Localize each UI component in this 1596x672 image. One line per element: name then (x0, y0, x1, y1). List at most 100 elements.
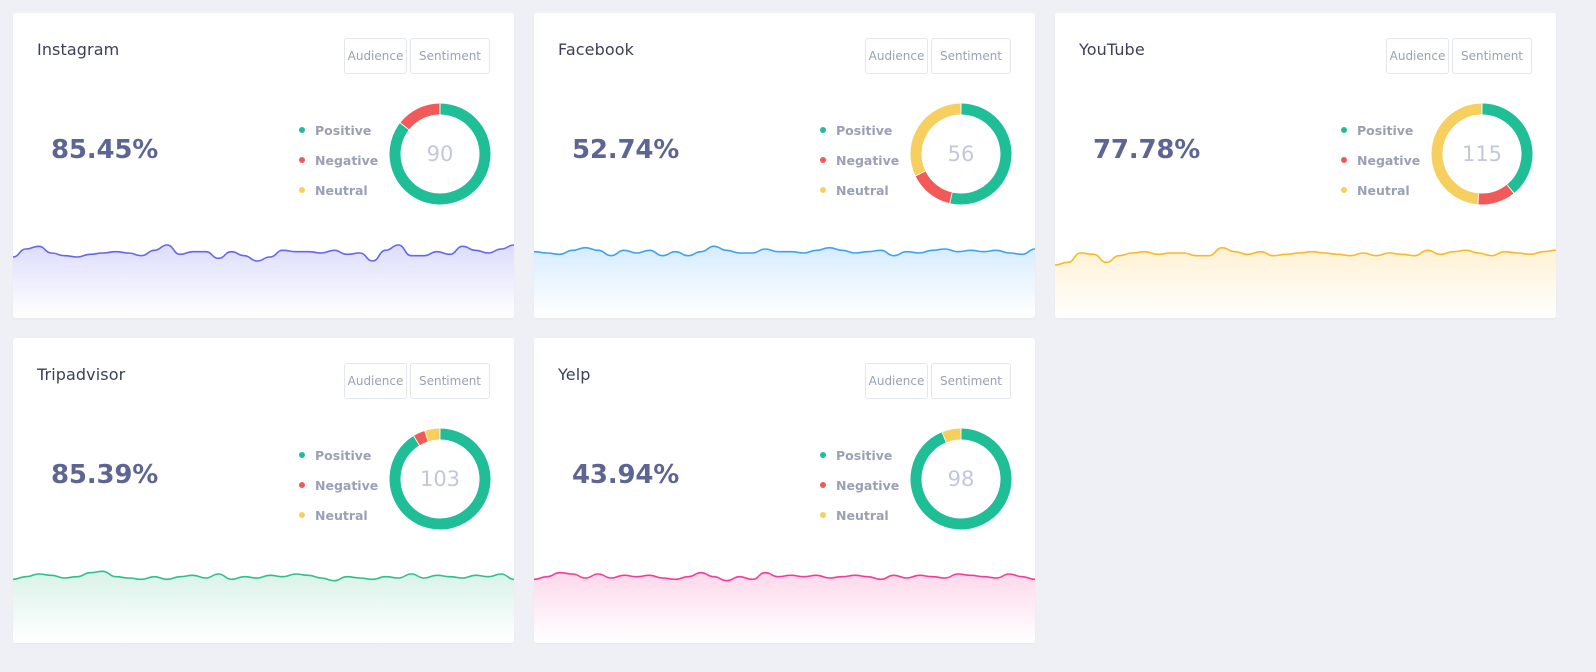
legend-label: Negative (1357, 152, 1421, 168)
donut-total: 103 (419, 467, 461, 491)
legend: Positive Negative Neutral (299, 440, 378, 530)
legend-dot-icon (820, 512, 826, 518)
sparkline-area (13, 245, 514, 318)
view-toggle: Audience Sentiment (865, 38, 1011, 74)
legend-positive: Positive (1341, 115, 1420, 145)
sparkline-area (1055, 247, 1556, 318)
donut-slice-negative (1478, 184, 1514, 205)
legend-negative: Negative (1341, 145, 1420, 175)
donut-slice-positive (1482, 103, 1533, 193)
legend-neutral: Neutral (299, 175, 378, 205)
legend: Positive Negative Neutral (1341, 115, 1420, 205)
view-toggle: Audience Sentiment (1386, 38, 1532, 74)
sentiment-button[interactable]: Sentiment (931, 38, 1011, 74)
sentiment-button[interactable]: Sentiment (1452, 38, 1532, 74)
legend-dot-icon (820, 452, 826, 458)
legend-label: Neutral (836, 507, 889, 523)
donut-slice-neutral (910, 103, 961, 176)
sparkline-line (1055, 246, 1556, 266)
sparkline-line (534, 245, 1035, 257)
card-yelp: Yelp Audience Sentiment 43.94% Positive Negat… (534, 338, 1035, 643)
sentiment-donut-chart (910, 103, 1012, 205)
legend-label: Negative (315, 477, 379, 493)
legend-dot-icon (820, 482, 826, 488)
sentiment-percent: 85.39% (51, 460, 159, 490)
sentiment-percent: 77.78% (1093, 135, 1201, 165)
legend-dot-icon (1341, 127, 1347, 133)
sparkline-area (534, 246, 1035, 318)
legend-label: Neutral (315, 182, 368, 198)
trend-sparkline (1055, 246, 1556, 318)
legend-negative: Negative (299, 470, 378, 500)
legend-positive: Positive (820, 115, 899, 145)
legend-neutral: Neutral (1341, 175, 1420, 205)
legend: Positive Negative Neutral (299, 115, 378, 205)
sentiment-donut-chart (389, 103, 491, 205)
donut-slice-neutral (942, 428, 961, 443)
view-toggle: Audience Sentiment (865, 363, 1011, 399)
card-title: Facebook (558, 40, 634, 59)
legend-positive: Positive (820, 440, 899, 470)
donut-slice-negative (400, 103, 440, 130)
audience-button[interactable]: Audience (344, 363, 407, 399)
donut-slice-neutral (425, 428, 440, 442)
legend-label: Positive (1357, 122, 1414, 138)
legend-negative: Negative (299, 145, 378, 175)
sentiment-button[interactable]: Sentiment (410, 38, 490, 74)
legend-label: Positive (315, 447, 372, 463)
legend: Positive Negative Neutral (820, 440, 899, 530)
legend-positive: Positive (299, 115, 378, 145)
audience-button[interactable]: Audience (1386, 38, 1449, 74)
donut-total: 115 (1461, 142, 1503, 166)
sentiment-donut-chart (1431, 103, 1533, 205)
legend-label: Negative (836, 152, 900, 168)
legend-dot-icon (820, 187, 826, 193)
legend-dot-icon (299, 512, 305, 518)
legend: Positive Negative Neutral (820, 115, 899, 205)
sentiment-donut-chart (389, 428, 491, 530)
legend-dot-icon (1341, 187, 1347, 193)
sparkline-area (13, 571, 514, 643)
legend-neutral: Neutral (299, 500, 378, 530)
legend-dot-icon (299, 157, 305, 163)
trend-sparkline (13, 570, 514, 643)
card-tripadvisor: Tripadvisor Audience Sentiment 85.39% Positi… (13, 338, 514, 643)
legend-label: Neutral (1357, 182, 1410, 198)
sentiment-percent: 43.94% (572, 460, 680, 490)
legend-dot-icon (1341, 157, 1347, 163)
audience-button[interactable]: Audience (865, 38, 928, 74)
donut-slice-neutral (1431, 103, 1482, 205)
legend-negative: Negative (820, 145, 899, 175)
card-instagram: Instagram Audience Sentiment 85.45% Positive… (13, 13, 514, 318)
sparkline-line (13, 244, 514, 262)
legend-positive: Positive (299, 440, 378, 470)
audience-button[interactable]: Audience (865, 363, 928, 399)
legend-neutral: Neutral (820, 175, 899, 205)
audience-button[interactable]: Audience (344, 38, 407, 74)
view-toggle: Audience Sentiment (344, 38, 490, 74)
donut-slice-positive (950, 103, 1012, 205)
legend-label: Positive (315, 122, 372, 138)
view-toggle: Audience Sentiment (344, 363, 490, 399)
legend-dot-icon (299, 187, 305, 193)
card-facebook: Facebook Audience Sentiment 52.74% Positive N… (534, 13, 1035, 318)
legend-dot-icon (299, 127, 305, 133)
donut-slice-positive (910, 428, 1012, 530)
donut-slice-positive (389, 428, 491, 530)
legend-label: Positive (836, 122, 893, 138)
sparkline-line (534, 571, 1035, 582)
sentiment-button[interactable]: Sentiment (410, 363, 490, 399)
donut-slice-negative (414, 430, 428, 446)
sentiment-percent: 85.45% (51, 135, 159, 165)
trend-sparkline (534, 245, 1035, 318)
legend-label: Positive (836, 447, 893, 463)
legend-label: Neutral (315, 507, 368, 523)
trend-sparkline (13, 244, 514, 318)
card-title: YouTube (1079, 40, 1145, 59)
legend-dot-icon (299, 482, 305, 488)
sentiment-button[interactable]: Sentiment (931, 363, 1011, 399)
trend-sparkline (534, 571, 1035, 643)
card-title: Yelp (558, 365, 591, 384)
sparkline-line (13, 570, 514, 582)
donut-slice-negative (915, 171, 953, 204)
